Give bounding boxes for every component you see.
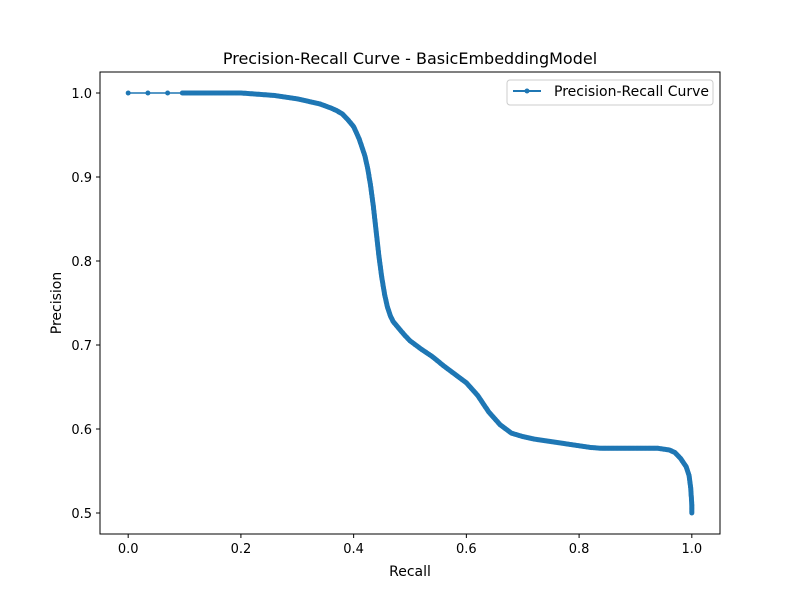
y-tick-label: 1.0 <box>71 87 92 102</box>
data-point <box>689 510 695 516</box>
legend-marker-swatch <box>524 88 530 94</box>
x-axis-ticks: 0.0 0.2 0.4 0.6 0.8 1.0 <box>118 534 702 557</box>
y-tick-label: 0.7 <box>71 339 92 354</box>
x-tick-label: 0.6 <box>456 542 477 557</box>
y-axis-ticks: 0.5 0.6 0.7 0.8 0.9 1.0 <box>71 87 100 522</box>
x-tick-label: 0.2 <box>231 542 252 557</box>
y-tick-label: 0.8 <box>71 255 92 270</box>
x-tick-label: 1.0 <box>681 542 702 557</box>
y-tick-label: 0.5 <box>71 507 92 522</box>
data-point <box>125 90 131 96</box>
y-axis-label: Precision <box>49 272 65 334</box>
y-tick-label: 0.6 <box>71 423 92 438</box>
x-tick-label: 0.4 <box>343 542 364 557</box>
legend-entry-label: Precision-Recall Curve <box>554 84 709 100</box>
x-tick-label: 0.8 <box>569 542 590 557</box>
plot-area-frame <box>99 71 721 535</box>
series-layer <box>125 90 695 516</box>
x-tick-label: 0.0 <box>118 542 139 557</box>
data-point <box>165 90 171 96</box>
y-tick-label: 0.9 <box>71 171 92 186</box>
legend: Precision-Recall Curve <box>506 79 714 106</box>
chart-title: Precision-Recall Curve - BasicEmbeddingM… <box>223 49 597 68</box>
legend-box <box>506 79 714 106</box>
data-point <box>145 90 151 96</box>
x-axis-label: Recall <box>389 564 431 580</box>
